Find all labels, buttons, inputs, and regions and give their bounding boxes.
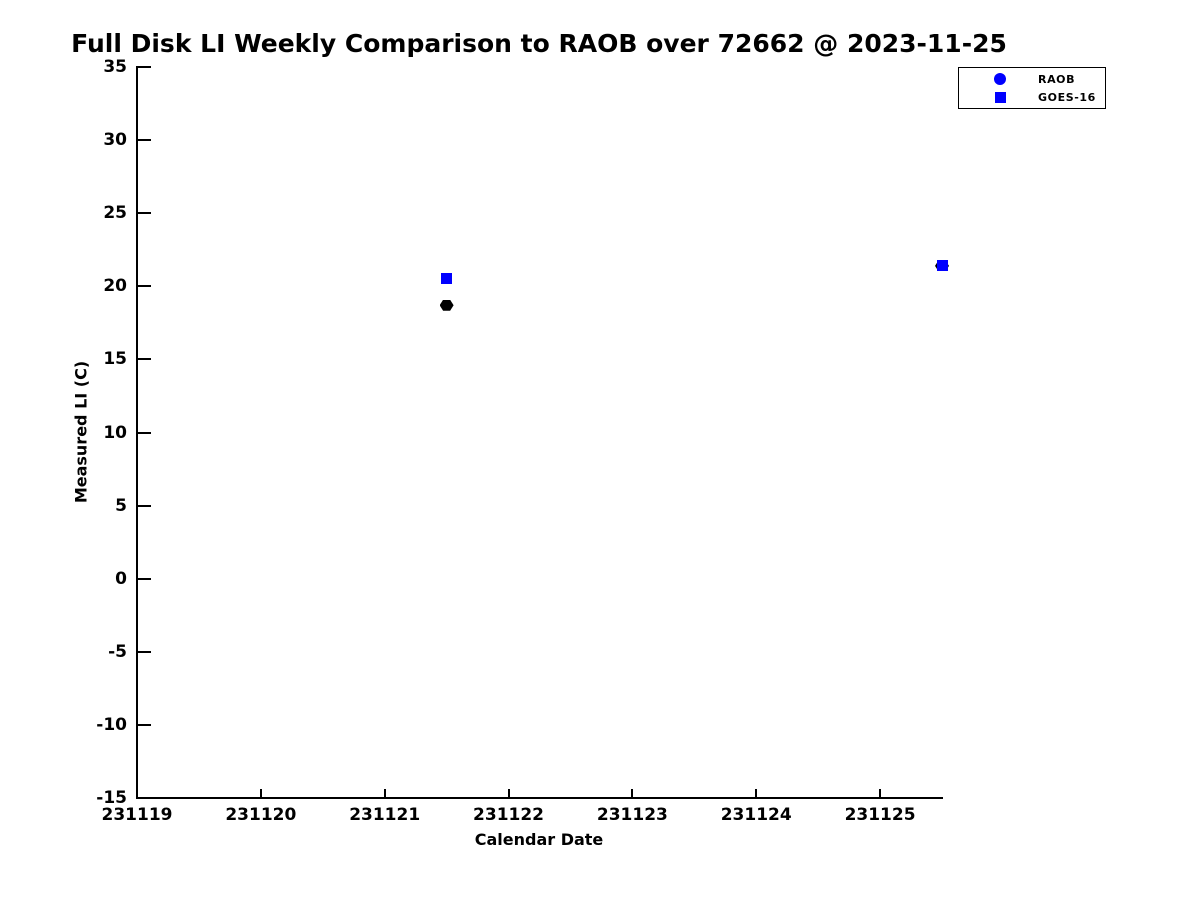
x-tick-label: 231122	[473, 805, 545, 825]
y-tick-label: 15	[103, 349, 127, 370]
data-point-goes-16	[936, 260, 948, 272]
y-axis-label: Measured LI (C)	[71, 360, 91, 504]
x-tick-label: 231123	[596, 805, 668, 825]
x-tick-mark	[755, 789, 758, 798]
legend: RAOB GOES-16	[958, 67, 1106, 109]
y-tick-mark	[138, 139, 151, 142]
y-tick-label: -10	[96, 714, 127, 735]
legend-label: RAOB	[1038, 72, 1076, 86]
x-axis-label: Calendar Date	[474, 830, 604, 849]
x-tick-mark	[631, 789, 634, 798]
x-tick-mark	[136, 789, 138, 798]
y-tick-mark	[138, 577, 151, 580]
y-tick-label: 30	[103, 130, 127, 151]
y-tick-mark	[138, 504, 151, 507]
x-tick-label: 231124	[720, 805, 792, 825]
square-marker-icon	[994, 91, 1006, 103]
y-tick-mark	[138, 285, 151, 288]
x-tick-mark	[507, 789, 510, 798]
legend-label: GOES-16	[1038, 90, 1096, 104]
y-tick-mark	[138, 431, 151, 434]
legend-item-raob: RAOB	[959, 72, 1105, 87]
x-tick-label: 231121	[349, 805, 421, 825]
y-tick-label: 10	[103, 422, 127, 443]
chart-title: Full Disk LI Weekly Comparison to RAOB o…	[71, 29, 1007, 58]
x-axis-line	[136, 797, 943, 799]
y-tick-mark	[138, 358, 151, 361]
y-tick-label: 25	[103, 203, 127, 224]
y-tick-mark	[138, 650, 151, 653]
y-tick-mark	[138, 797, 151, 799]
y-tick-label: 0	[115, 568, 127, 589]
y-tick-mark	[138, 723, 151, 726]
data-point-goes-16	[441, 273, 453, 285]
x-tick-label: 231125	[844, 805, 916, 825]
y-tick-label: 20	[103, 276, 127, 297]
y-tick-label: 5	[115, 495, 127, 516]
data-point-raob	[439, 299, 454, 311]
x-tick-mark	[259, 789, 262, 798]
y-tick-mark	[138, 212, 151, 215]
y-axis-line	[136, 66, 138, 799]
x-tick-mark	[879, 789, 882, 798]
y-tick-label: -15	[96, 788, 127, 808]
x-tick-label: 231120	[225, 805, 297, 825]
y-tick-label: 35	[103, 57, 127, 77]
y-tick-mark	[138, 66, 151, 68]
legend-marker-box	[993, 73, 1007, 85]
legend-item-goes-16: GOES-16	[959, 90, 1105, 105]
y-tick-label: -5	[108, 641, 127, 662]
x-tick-mark	[383, 789, 386, 798]
x-tick-label: 231119	[101, 805, 173, 825]
legend-marker-box	[993, 91, 1007, 103]
circle-marker-icon	[994, 73, 1006, 85]
